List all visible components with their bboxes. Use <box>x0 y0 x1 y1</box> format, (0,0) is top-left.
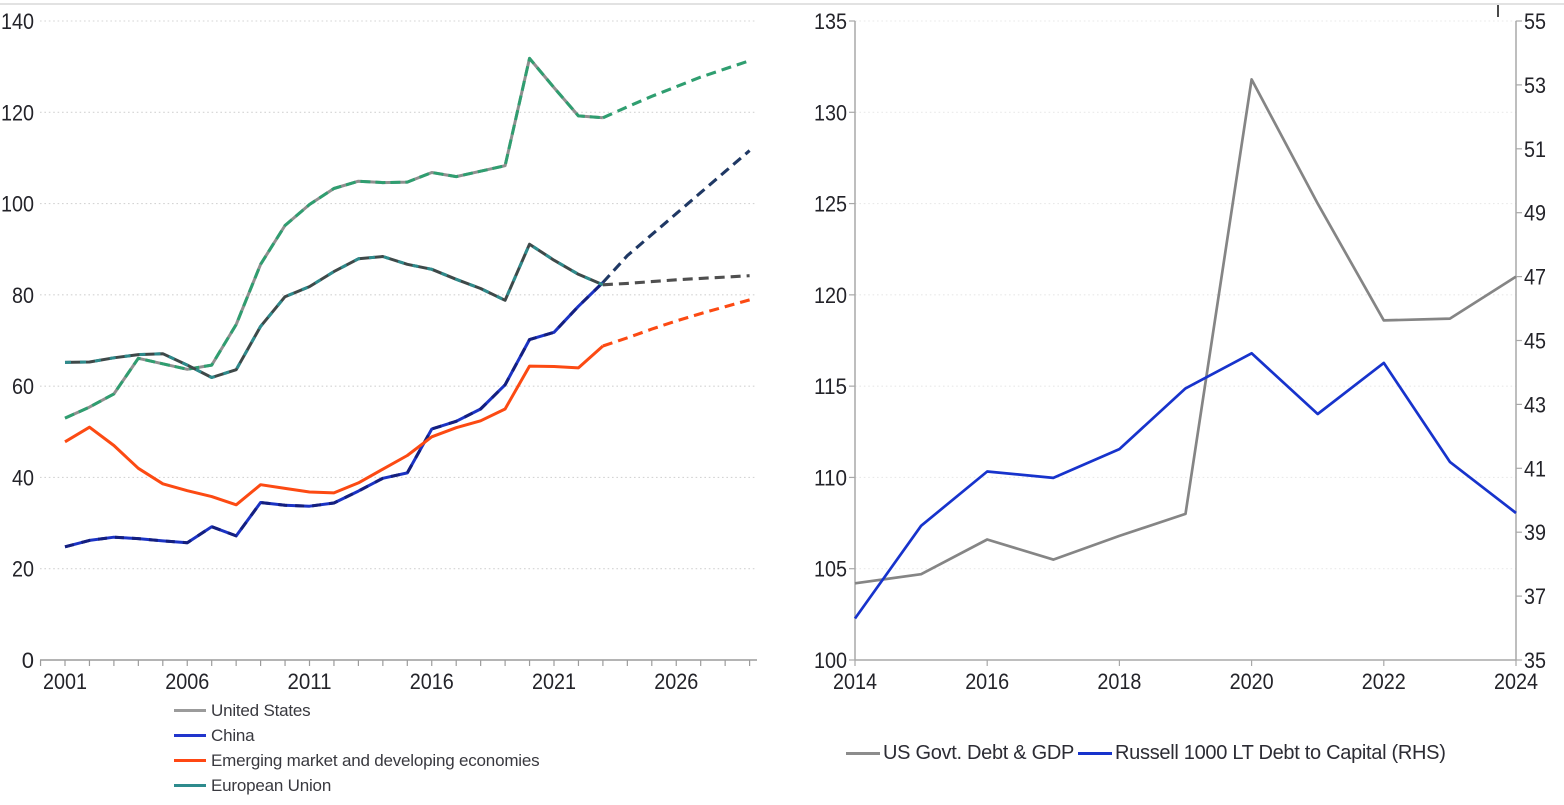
right-chart-x-axis-label: 2016 <box>965 669 1009 694</box>
series-line-history-overlay <box>64 281 604 549</box>
right-chart-right-y-axis-label: 41 <box>1524 456 1546 481</box>
left-chart-x-axis-label: 2006 <box>165 669 209 694</box>
left-chart-y-axis-label: 60 <box>12 374 34 399</box>
series-line <box>853 351 1517 620</box>
right-chart-right-y-axis-label: 55 <box>1524 9 1546 34</box>
right-chart-left-y-axis-label: 125 <box>814 192 847 217</box>
right-chart-left-y-axis-label: 110 <box>814 465 847 490</box>
legend-item: United States <box>174 698 539 723</box>
legend-item: Russell 1000 LT Debt to Capital (RHS) <box>1078 740 1446 766</box>
right-chart-right-y-axis-label: 39 <box>1524 520 1546 545</box>
right-chart-right-y-axis-label: 51 <box>1524 137 1546 162</box>
legend-swatch <box>1078 751 1113 755</box>
right-chart-x-axis-label: 2022 <box>1362 669 1406 694</box>
left-chart-y-axis-label: 20 <box>12 557 34 582</box>
series-line-forecast <box>601 149 751 284</box>
legend-swatch <box>174 734 206 737</box>
series-line-forecast <box>602 298 751 348</box>
left-chart-y-axis-label: 80 <box>12 283 34 308</box>
left-chart-y-axis-label: 0 <box>22 648 34 673</box>
series-line-history <box>64 344 604 507</box>
right-chart-right-y-axis-label: 45 <box>1524 329 1546 354</box>
legend-label: China <box>211 725 255 745</box>
legend-swatch <box>174 709 206 712</box>
legend-item: US Govt. Debt & GDP <box>846 740 1074 766</box>
legend-label: Russell 1000 LT Debt to Capital (RHS) <box>1115 741 1446 764</box>
legend-label: Emerging market and developing economies <box>211 750 540 770</box>
right-chart-right-y-axis-label: 43 <box>1524 392 1546 417</box>
series-line-history-overlay <box>64 56 604 420</box>
left-chart-x-axis-label: 2021 <box>532 669 576 694</box>
legend-item: Emerging market and developing economies <box>174 748 540 773</box>
right-chart-left-y-axis-label: 115 <box>814 374 847 399</box>
series-line-forecast <box>602 274 750 287</box>
legend-label: European Union <box>211 775 332 795</box>
left-chart-y-axis-label: 40 <box>12 465 34 490</box>
left-chart-y-axis-label: 120 <box>1 100 34 125</box>
left-chart-x-axis-label: 2011 <box>288 669 332 694</box>
legend-label: United States <box>211 700 311 720</box>
right-chart-left-y-axis-label: 130 <box>814 100 847 125</box>
left-chart-y-axis-label: 140 <box>1 9 34 34</box>
legend-swatch <box>846 751 880 755</box>
right-chart-right-y-axis-label: 53 <box>1524 73 1546 98</box>
left-chart-y-axis-label: 100 <box>1 192 34 217</box>
right-chart-right-y-axis-label: 49 <box>1524 201 1546 226</box>
series-line-forecast <box>602 59 751 120</box>
left-chart-x-axis-label: 2001 <box>43 669 87 694</box>
right-chart-right-y-axis-label: 47 <box>1524 265 1546 290</box>
right-chart-x-axis-label: 2020 <box>1230 669 1274 694</box>
legend-swatch <box>174 759 206 762</box>
series-line-history <box>64 281 604 549</box>
right-chart-right-y-axis-label: 37 <box>1524 584 1546 609</box>
right-chart-left-y-axis-label: 120 <box>814 283 847 308</box>
legend-item: China <box>174 723 539 748</box>
right-chart-x-axis-label: 2018 <box>1097 669 1141 694</box>
left-chart-legend: United States China Emerging market and de… <box>174 698 540 798</box>
legend-label: US Govt. Debt & GDP <box>883 741 1075 764</box>
right-chart-right-y-axis-label: 35 <box>1524 648 1546 673</box>
right-chart-x-axis-label: 2014 <box>833 669 877 694</box>
right-chart-left-y-axis-label: 105 <box>814 557 847 582</box>
right-chart-x-axis-label: 2024 <box>1494 669 1538 694</box>
left-chart-x-axis-label: 2026 <box>654 669 698 694</box>
legend-swatch <box>174 784 206 787</box>
left-chart-x-axis-label: 2016 <box>410 669 454 694</box>
right-chart-left-y-axis-label: 100 <box>814 648 847 673</box>
legend-item: European Union <box>174 773 539 798</box>
series-line-history-overlay <box>64 242 604 379</box>
series-line <box>854 78 1517 585</box>
right-chart-left-y-axis-label: 135 <box>814 9 847 34</box>
right-chart-legend: US Govt. Debt & GDP Russell 1000 LT Debt … <box>846 740 1450 766</box>
